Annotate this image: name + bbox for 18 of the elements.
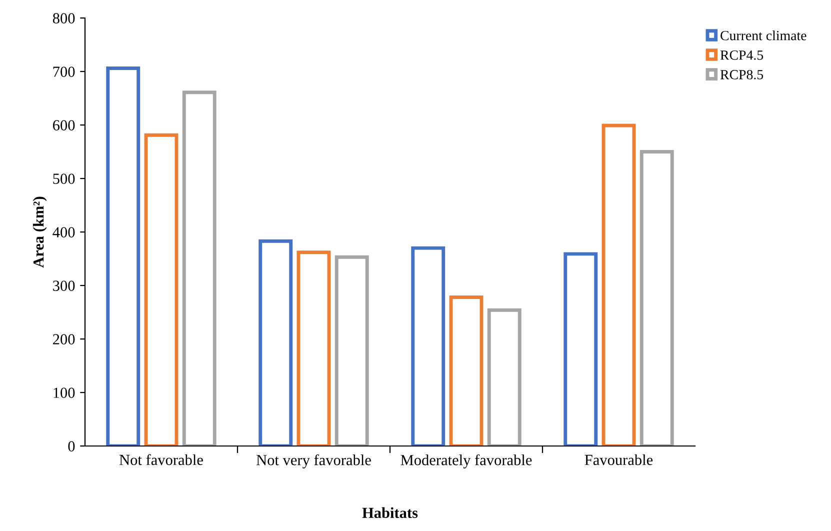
y-tick-label: 700	[53, 66, 75, 77]
legend-label: RCP4.5	[720, 50, 764, 60]
x-tick-label: Favourable	[584, 454, 653, 466]
y-tick-label: 600	[53, 120, 75, 130]
y-tick-label: 200	[53, 334, 75, 344]
y-tick-label: 800	[52, 13, 75, 24]
y-axis-title: Area (km²)	[32, 196, 47, 268]
y-tick-label: 0	[68, 441, 75, 452]
legend-label: Current climate	[720, 30, 806, 40]
y-tick-label: 300	[53, 280, 75, 291]
legend-label: RCP8.5	[720, 70, 764, 80]
x-tick-label: Moderately favorable	[400, 454, 532, 468]
x-axis-title: Habitats	[362, 507, 418, 518]
x-tick-label: Not very favorable	[256, 454, 371, 468]
y-tick-label: 400	[52, 227, 75, 238]
y-tick-label: 500	[53, 174, 75, 184]
y-tick-label: 100	[54, 388, 75, 398]
x-tick-label: Not favorable	[119, 454, 203, 466]
